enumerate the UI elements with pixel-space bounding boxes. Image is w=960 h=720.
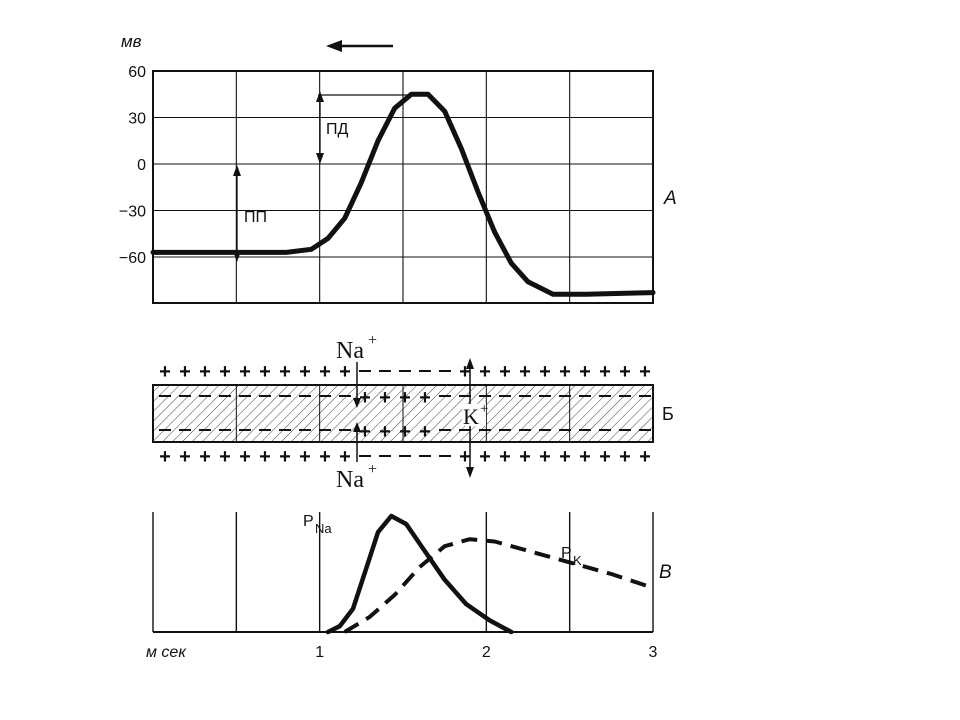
positive-charge: + [619, 361, 631, 383]
positive-charge: + [459, 446, 471, 468]
y-tick-label: −60 [119, 250, 146, 267]
positive-charge: + [499, 361, 511, 383]
positive-charge: + [159, 446, 171, 468]
membrane-dividers [235, 385, 571, 442]
positive-charge: + [459, 361, 471, 383]
positive-charge: + [539, 446, 551, 468]
na-influx-arrow-top-icon [353, 362, 361, 408]
panel-a-vertical-grid [235, 71, 571, 303]
positive-charge: + [159, 361, 171, 383]
positive-charge: + [399, 387, 411, 409]
positive-charge: + [559, 361, 571, 383]
panel-b: + + + + + + + + + + + + + + + + + + + + + + + + + + + + + + + + + + + + + + + +… [152, 332, 674, 493]
positive-charge: + [279, 446, 291, 468]
positive-charge: + [239, 446, 251, 468]
pna-permeability-curve [325, 513, 514, 635]
positive-charge: + [559, 446, 571, 468]
y-tick-label: 60 [128, 64, 146, 81]
positive-charge: + [419, 387, 431, 409]
k-label: K [463, 404, 479, 429]
y-tick-label: −30 [119, 204, 146, 221]
positive-charge: + [299, 361, 311, 383]
na-influx-arrow-bottom-icon [353, 422, 361, 462]
pd-amplitude-marker [316, 91, 422, 164]
positive-charge: + [279, 361, 291, 383]
positive-charge: + [499, 446, 511, 468]
na-top-label: Na [336, 338, 364, 364]
positive-charge: + [639, 361, 651, 383]
positive-charge: + [359, 421, 371, 443]
positive-charge: + [379, 421, 391, 443]
positive-charge: + [319, 446, 331, 468]
pna-subscript: Na [315, 521, 332, 536]
panel-letter-b: Б [662, 404, 674, 424]
positive-charge: + [219, 446, 231, 468]
positive-charge: + [519, 446, 531, 468]
panel-a-horizontal-grid [153, 116, 653, 258]
positive-charge: + [319, 361, 331, 383]
action-potential-curve [150, 91, 656, 297]
positive-charge: + [179, 446, 191, 468]
x-tick-label: 2 [482, 644, 491, 661]
pk-permeability-curve [343, 537, 654, 634]
panel-c: P Na P K В м сек 1 2 3 [146, 512, 672, 661]
direction-arrow-icon [326, 40, 393, 52]
panel-letter-a: А [663, 188, 677, 209]
positive-charge: + [199, 361, 211, 383]
na-top-charge: + [368, 332, 377, 349]
panel-letter-c: В [659, 562, 672, 583]
positive-charge: + [579, 446, 591, 468]
k-charge: + [480, 401, 488, 417]
x-tick-label: 1 [315, 644, 324, 661]
positive-charge: + [539, 361, 551, 383]
unit-label-mv: мв [121, 32, 142, 51]
na-bottom-label: Na [336, 467, 364, 493]
positive-charge: + [379, 387, 391, 409]
positive-charge: + [339, 446, 351, 468]
positive-charge: + [259, 361, 271, 383]
positive-charge: + [619, 446, 631, 468]
panel-a-y-ticks: 60 30 0 −30 −60 [119, 64, 146, 267]
label-pp: ПП [244, 209, 267, 226]
panel-c-vertical-lines [152, 512, 654, 632]
positive-charge: + [399, 421, 411, 443]
positive-charge: + [639, 446, 651, 468]
positive-charge: + [199, 446, 211, 468]
na-bottom-charge: + [368, 461, 377, 478]
positive-charge: + [599, 361, 611, 383]
positive-charge: + [519, 361, 531, 383]
positive-charge: + [579, 361, 591, 383]
panel-c-x-ticks: 1 2 3 [315, 644, 657, 661]
positive-charge: + [479, 446, 491, 468]
label-pd: ПД [326, 121, 349, 138]
positive-charge: + [359, 387, 371, 409]
positive-charge: + [239, 361, 251, 383]
panel-a: мв 60 30 0 −30 −60 ПД ПП А [119, 32, 677, 304]
positive-charge: + [479, 361, 491, 383]
positive-charge: + [259, 446, 271, 468]
positive-charge: + [299, 446, 311, 468]
positive-charge: + [179, 361, 191, 383]
y-tick-label: 0 [137, 157, 146, 174]
y-tick-label: 30 [128, 111, 146, 128]
positive-charge: + [599, 446, 611, 468]
positive-charge: + [219, 361, 231, 383]
x-unit-label: м сек [146, 644, 187, 661]
membrane-charges: + + + + + + + + + + + + + + + + + + + + + + + + + + + + + + + + + + + + + + + +… [159, 361, 651, 468]
pk-label: P [561, 545, 572, 562]
positive-charge: + [419, 421, 431, 443]
pk-subscript: K [573, 553, 582, 568]
positive-charge: + [339, 361, 351, 383]
pna-label: P [303, 513, 314, 530]
x-tick-label: 3 [649, 644, 658, 661]
pp-resting-marker [233, 165, 241, 262]
